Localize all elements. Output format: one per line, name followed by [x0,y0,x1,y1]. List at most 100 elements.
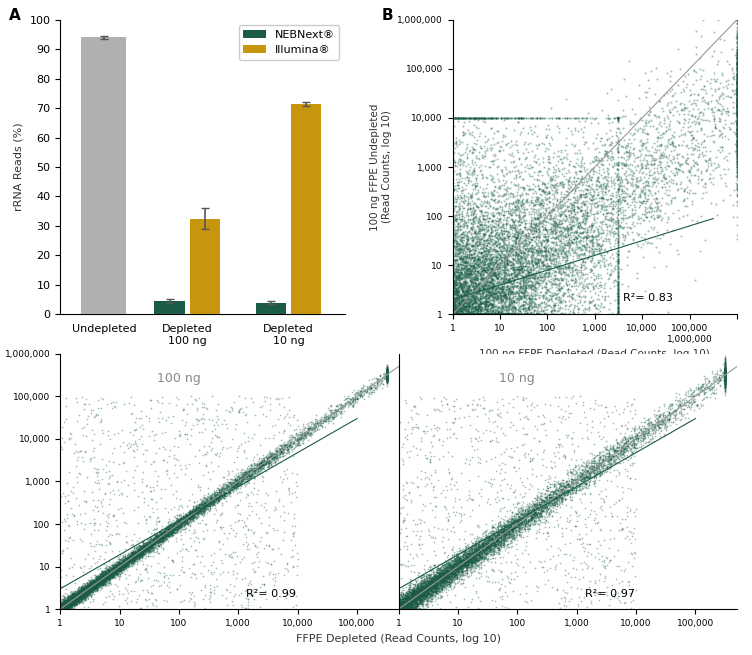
Point [453,253,465,264]
Point [462,263,475,274]
Point [196,498,208,508]
Point [498,525,510,535]
Point [145,495,157,505]
Point [565,126,577,136]
Point [420,590,432,600]
Point [481,259,493,269]
Point [478,535,490,546]
Point [56,604,68,614]
Point [407,579,419,590]
Point [533,269,545,280]
Point [581,283,593,293]
Point [482,555,494,566]
Point [529,255,541,265]
Point [523,268,535,278]
Point [455,191,467,202]
Point [660,415,672,425]
Point [77,590,89,601]
Point [408,592,420,603]
Point [641,115,653,125]
Point [108,559,120,570]
Point [465,552,478,562]
Point [411,587,423,597]
Point [213,490,225,500]
Point [471,153,483,163]
Point [99,567,111,578]
Point [572,160,584,170]
Point [395,602,407,612]
Point [394,599,406,609]
Point [506,527,518,538]
Point [578,252,590,263]
Point [620,188,632,198]
Point [106,565,118,576]
Point [56,604,68,614]
Point [438,572,450,582]
Point [190,502,202,513]
Point [113,559,125,570]
Point [74,584,86,595]
Point [138,548,150,559]
Point [192,502,204,513]
Point [462,298,475,309]
Point [120,563,132,573]
Point [474,162,486,173]
Point [651,210,663,221]
Point [716,128,728,138]
Point [427,574,439,585]
Point [718,373,730,383]
Point [467,309,479,320]
Point [465,272,478,283]
Point [105,567,117,577]
Point [684,96,696,106]
Point [61,592,73,603]
Point [413,583,425,593]
Point [612,205,624,215]
Point [238,470,250,481]
Point [450,168,462,179]
Point [556,493,568,504]
Point [96,579,108,590]
Point [256,456,268,466]
Point [515,248,527,258]
Point [59,601,71,612]
Point [438,563,450,573]
Point [549,218,561,229]
Point [145,540,157,550]
Point [420,595,432,605]
Point [532,499,544,510]
Point [525,234,537,244]
Point [449,256,461,267]
Point [156,533,168,543]
Point [232,446,244,457]
Point [499,276,511,287]
Point [459,309,472,320]
Point [526,510,538,520]
Point [88,576,100,587]
Point [443,569,455,579]
Point [136,543,148,553]
Point [482,532,494,542]
Point [163,526,175,536]
Point [425,584,437,594]
Point [438,563,450,574]
Point [403,597,415,608]
Point [250,462,262,473]
Point [495,231,507,242]
Point [147,541,159,552]
Point [458,212,470,222]
Point [469,287,481,297]
Point [421,582,433,593]
Point [98,572,110,582]
Point [481,531,493,542]
Point [644,115,656,125]
Point [447,309,459,320]
Point [227,546,239,557]
Point [182,510,194,521]
Point [686,170,698,180]
Point [544,495,556,505]
Point [592,231,604,242]
Point [211,461,223,472]
Point [490,272,502,282]
Point [381,370,393,381]
